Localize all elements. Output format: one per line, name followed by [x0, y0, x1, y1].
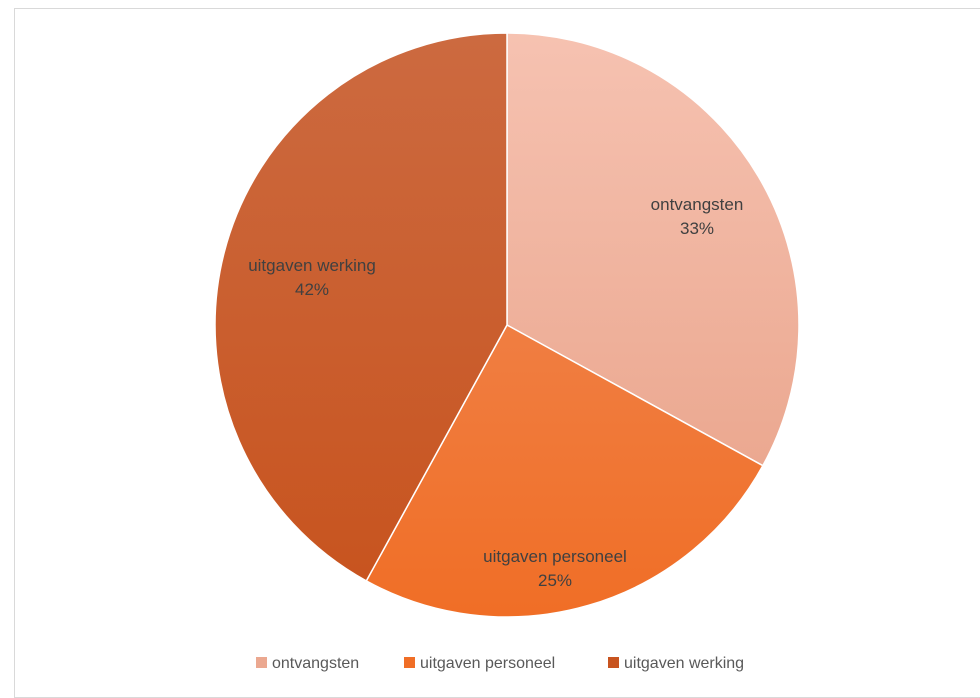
pie-slice-uitgaven-personeel[interactable]: [365, 323, 764, 618]
slice-category-label: ontvangsten: [651, 195, 744, 214]
pie-slice-uitgaven-werking[interactable]: [214, 32, 508, 582]
slice-value-label: 33%: [680, 219, 714, 238]
slice-labels: ontvangsten 33% uitgaven personeel 25% uitga…: [248, 195, 743, 590]
pie-slice-ontvangsten[interactable]: [506, 32, 800, 467]
slice-value-label: 42%: [295, 280, 329, 299]
slice-category-label: uitgaven werking: [248, 256, 376, 275]
legend-label: uitgaven werking: [624, 655, 744, 672]
slice-value-label: 25%: [538, 571, 572, 590]
legend-label: uitgaven personeel: [420, 655, 555, 672]
legend-swatch: [256, 657, 267, 668]
legend-swatch: [404, 657, 415, 668]
legend-swatch: [608, 657, 619, 668]
pie-slices: [214, 32, 800, 618]
legend-label: ontvangsten: [272, 655, 359, 672]
slice-category-label: uitgaven personeel: [483, 547, 627, 566]
legend: ontvangsten uitgaven personeel uitgaven we…: [256, 655, 744, 672]
